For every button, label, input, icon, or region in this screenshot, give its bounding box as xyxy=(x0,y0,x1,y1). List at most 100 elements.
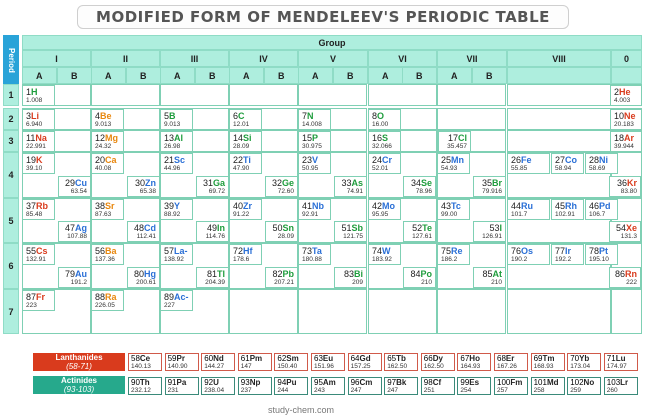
element-s: 16S 32.066 xyxy=(368,131,401,152)
element-ir: 77Ir 192.2 xyxy=(551,244,584,265)
symbol: Fm xyxy=(510,378,523,387)
element-kr: 36Kr 83.80 xyxy=(609,176,641,197)
empty-cell xyxy=(507,289,611,334)
element-as: 33As 74.91 xyxy=(334,176,367,197)
element-ta: 73Ta 180.88 xyxy=(298,244,331,265)
atomic-number: 22 xyxy=(233,155,244,165)
atomic-number: 35 xyxy=(481,178,492,188)
atomic-number: 36 xyxy=(616,178,627,188)
subgroup-label: A xyxy=(160,67,195,84)
actinides-element-pa: 91Pa 231 xyxy=(164,377,199,395)
symbol: Ar xyxy=(624,133,635,143)
atomic-number: 62 xyxy=(277,354,287,363)
atomic-number: 102 xyxy=(570,378,584,387)
symbol: Eu xyxy=(322,354,334,363)
empty-cell xyxy=(507,84,611,106)
element-hf: 72Hf 178.6 xyxy=(229,244,262,265)
symbol: Bk xyxy=(396,378,407,387)
element-symbol: 21Sc xyxy=(164,155,185,165)
atomic-number: 66 xyxy=(423,354,433,363)
symbol: Hg xyxy=(144,269,156,279)
symbol: Cs xyxy=(36,246,48,256)
group-label-0: 0 xyxy=(611,50,642,67)
element-rb: 37Rb 85.48 xyxy=(22,199,55,220)
element-symbol: 100Fm xyxy=(497,378,522,387)
symbol: H xyxy=(31,87,38,97)
element-symbol: 87Fr xyxy=(26,292,45,302)
atomic-mass: 207.21 xyxy=(274,279,294,286)
atomic-number: 83 xyxy=(343,269,354,279)
atomic-mass: 173.04 xyxy=(570,363,591,370)
element-pd: 46Pd 106.7 xyxy=(585,199,618,220)
symbol: Lr xyxy=(620,378,629,387)
subgroup-label: B xyxy=(57,67,92,84)
element-symbol: 101Md xyxy=(534,378,559,387)
atomic-mass: 237 xyxy=(240,387,252,394)
actinides-range: (93-103) xyxy=(63,385,95,394)
symbol: I xyxy=(499,223,502,233)
symbol: Ra xyxy=(105,292,117,302)
symbol: Y xyxy=(174,201,181,211)
element-cr: 24Cr 52.01 xyxy=(368,153,401,174)
atomic-mass: 195.10 xyxy=(589,256,609,263)
atomic-mass: 101.7 xyxy=(511,211,528,218)
atomic-number: 82 xyxy=(272,269,283,279)
symbol: Es xyxy=(469,378,480,387)
atomic-mass: 226.05 xyxy=(95,302,115,309)
atomic-number: 44 xyxy=(511,201,522,211)
atomic-mass: 72.60 xyxy=(277,188,294,195)
atomic-number: 10 xyxy=(614,111,625,121)
element-sn: 50Sn 28.09 xyxy=(265,221,298,242)
atomic-number: 57 xyxy=(164,246,175,256)
atomic-number: 32 xyxy=(271,178,282,188)
group-label-i: I xyxy=(22,50,91,67)
atomic-number: 68 xyxy=(497,354,506,363)
atomic-mass: 190.2 xyxy=(511,256,528,263)
element-symbol: 44Ru xyxy=(511,201,533,211)
atomic-number: 73 xyxy=(302,246,313,256)
element-ac: 89Ac- 227 xyxy=(160,290,193,311)
element-zn: 30Zn 65.38 xyxy=(127,176,160,197)
element-se: 34Se 78.96 xyxy=(403,176,436,197)
atomic-mass: 28.09 xyxy=(277,233,294,240)
atomic-mass: 63.54 xyxy=(70,188,87,195)
element-symbol: 25Mn xyxy=(441,155,464,165)
atomic-number: 26 xyxy=(511,155,522,165)
element-au: 79Au 191.2 xyxy=(58,267,91,288)
period-axis-label: Period xyxy=(3,35,19,85)
element-symbol: 24Cr xyxy=(372,155,392,165)
lanthanides-element-pr: 59Pr 140.90 xyxy=(164,353,199,371)
element-li: 3Li 6.940 xyxy=(22,109,55,130)
element-w: 74W 183.92 xyxy=(368,244,401,265)
atomic-number: 23 xyxy=(302,155,313,165)
period-number: 4 xyxy=(3,152,19,198)
element-symbol: 12Mg xyxy=(95,133,118,143)
empty-cell xyxy=(507,130,611,152)
subgroup-label: B xyxy=(126,67,161,84)
footer-credit: study-chem.com xyxy=(268,405,335,415)
element-symbol: 94Pu xyxy=(277,378,296,387)
element-pt: 78Pt 195.10 xyxy=(585,244,618,265)
symbol: Pr xyxy=(176,354,185,363)
atomic-mass: 180.88 xyxy=(302,256,322,263)
atomic-number: 43 xyxy=(441,201,452,211)
element-cs: 55Cs 132.91 xyxy=(22,244,55,265)
actinides-element-cm: 96Cm 247 xyxy=(347,377,382,395)
atomic-mass: 174.97 xyxy=(606,363,627,370)
atomic-mass: 144.27 xyxy=(204,363,225,370)
symbol: Tc xyxy=(451,201,461,211)
element-symbol: 35Br xyxy=(482,178,502,188)
group-label-iii: III xyxy=(160,50,229,67)
atomic-mass: 85.48 xyxy=(26,211,43,218)
atomic-mass: 92.91 xyxy=(302,211,319,218)
atomic-mass: 178.6 xyxy=(233,256,250,263)
atomic-mass: 91.22 xyxy=(233,211,250,218)
actinides-element-fm: 100Fm 257 xyxy=(494,377,528,395)
element-symbol: 30Zn xyxy=(135,178,156,188)
element-cu: 29Cu 63.54 xyxy=(58,176,91,197)
symbol: Ag xyxy=(75,223,87,233)
element-symbol: 78Pt xyxy=(589,246,608,256)
symbol: Po xyxy=(420,269,432,279)
element-v: 23V 50.95 xyxy=(298,153,331,174)
element-symbol: 3Li xyxy=(26,111,39,121)
